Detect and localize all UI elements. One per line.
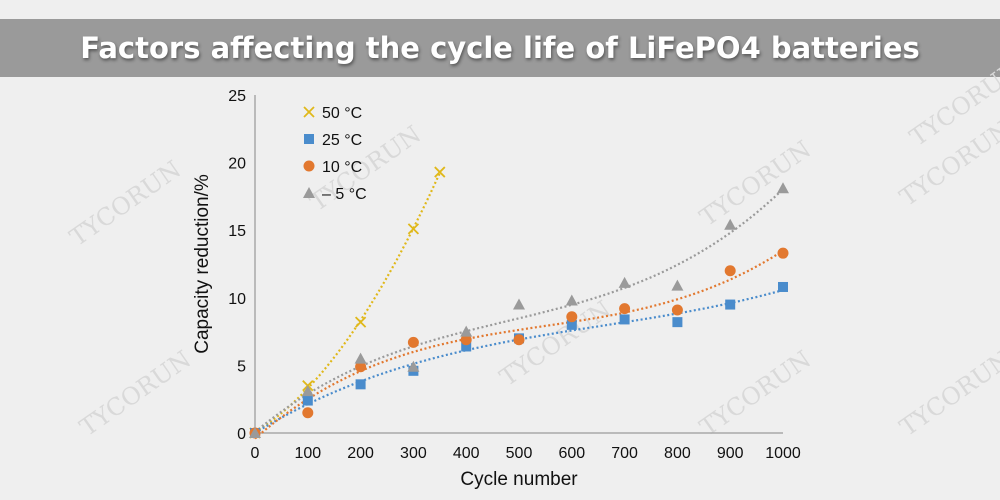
y-tick-label: 25	[228, 88, 246, 105]
data-point-0-3	[407, 223, 420, 235]
data-point-2-9	[724, 265, 736, 277]
watermark: TYCORUN	[75, 345, 197, 442]
x-tick-label: 900	[717, 445, 744, 462]
data-point-2-6	[566, 311, 578, 323]
x-tick-label: 600	[558, 445, 585, 462]
legend-marker-2	[303, 160, 315, 172]
data-point-0-4	[434, 166, 446, 178]
data-point-1-7	[619, 314, 630, 325]
y-tick-label: 15	[228, 223, 246, 240]
legend-label-1: 25 °C	[322, 132, 362, 149]
watermark: TYCORUN	[495, 295, 617, 392]
legend-marker-0	[303, 106, 315, 118]
x-tick-label: 100	[294, 445, 321, 462]
page-title: Factors affecting the cycle life of LiFe…	[80, 31, 920, 65]
data-point-2-4	[460, 334, 472, 346]
y-tick-label: 20	[228, 156, 246, 173]
data-point-3-8	[671, 279, 684, 291]
x-axis-label: Cycle number	[460, 469, 578, 490]
trendline-1	[254, 289, 784, 434]
legend-label-0: 50 °C	[322, 105, 362, 122]
y-tick-label: 5	[237, 358, 246, 375]
legend-marker-3	[303, 187, 315, 198]
x-tick-label: 300	[400, 445, 427, 462]
y-axis-label: Capacity reduction/%	[192, 174, 213, 354]
watermark: TYCORUN	[895, 345, 1000, 442]
data-point-1-1	[302, 395, 313, 406]
trendline-0	[254, 172, 441, 433]
data-point-3-3	[407, 360, 420, 372]
data-point-2-3	[407, 336, 419, 348]
x-tick-label: 700	[611, 445, 638, 462]
x-tick-label: 0	[251, 445, 260, 462]
data-point-3-7	[618, 276, 631, 288]
data-point-2-1	[302, 407, 314, 419]
y-tick-label: 10	[228, 291, 246, 308]
data-point-0-2	[354, 316, 367, 328]
data-point-2-8	[671, 304, 683, 316]
data-point-1-8	[672, 317, 683, 328]
watermark: TYCORUN	[65, 155, 187, 252]
data-point-1-10	[778, 281, 788, 292]
watermark: TYCORUN	[695, 135, 817, 232]
data-point-1-4	[461, 341, 472, 352]
trendline-2	[254, 249, 784, 440]
x-tick-label: 1000	[765, 445, 801, 462]
x-tick-label: 200	[347, 445, 374, 462]
trendline-3	[254, 188, 784, 433]
legend-label-2: 10 °C	[322, 159, 362, 176]
y-tick-label: 0	[237, 426, 246, 443]
data-point-2-10	[777, 247, 789, 259]
data-point-3-0	[249, 427, 261, 438]
legend-label-3: – 5 °C	[322, 186, 367, 203]
x-tick-label: 800	[664, 445, 691, 462]
x-tick-label: 400	[453, 445, 480, 462]
data-point-1-6	[566, 319, 577, 330]
data-point-2-5	[513, 334, 525, 346]
data-point-3-10	[777, 182, 789, 194]
data-point-2-7	[619, 303, 631, 315]
title-banner: Factors affecting the cycle life of LiFe…	[0, 19, 1000, 77]
data-point-1-2	[355, 379, 366, 390]
data-point-3-2	[354, 352, 367, 364]
x-tick-label: 500	[506, 445, 533, 462]
watermark: TYCORUN	[695, 345, 817, 442]
data-point-3-5	[513, 298, 525, 310]
data-point-3-4	[460, 325, 473, 337]
legend-marker-1	[304, 134, 314, 144]
data-point-3-9	[724, 218, 737, 230]
data-point-3-6	[565, 294, 578, 306]
data-point-3-1	[301, 385, 314, 397]
data-point-2-2	[355, 361, 367, 373]
data-point-1-9	[725, 299, 736, 310]
